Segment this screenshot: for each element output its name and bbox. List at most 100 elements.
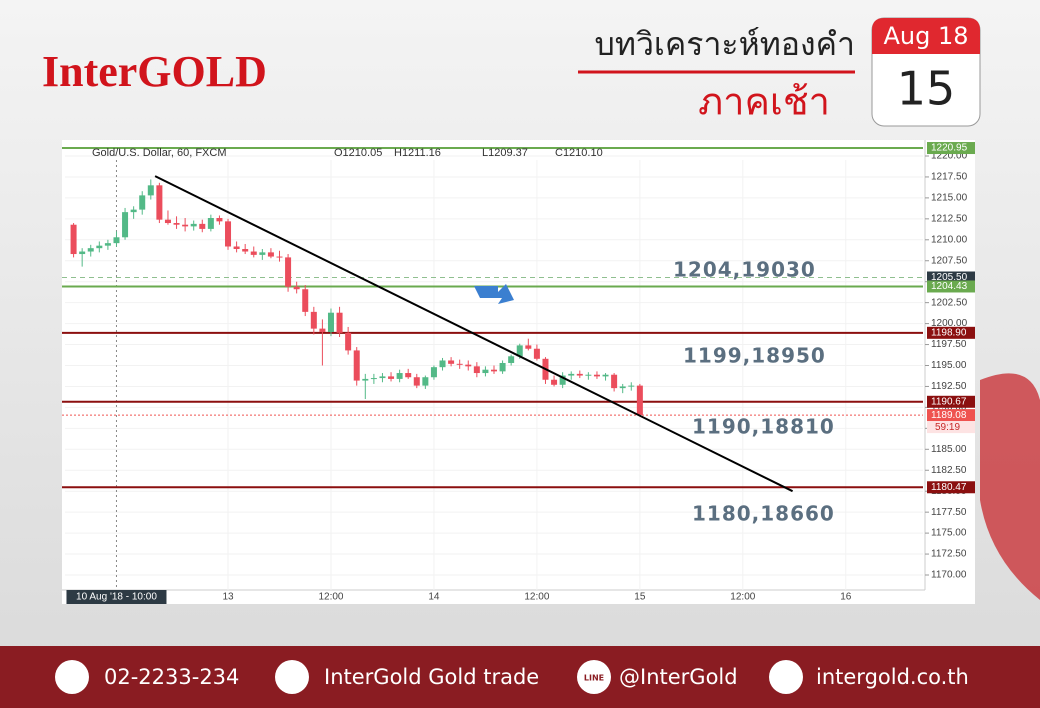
y-tick-label: 1220.00 <box>931 151 968 162</box>
candle-body <box>353 350 360 381</box>
candle-body <box>242 249 249 252</box>
web-icon <box>769 660 803 694</box>
candle-body <box>611 374 618 389</box>
candle-body <box>396 373 403 379</box>
candle-body <box>327 312 334 332</box>
price-tag <box>927 409 975 422</box>
candle-body <box>430 367 437 378</box>
candle-body <box>585 374 592 376</box>
level-annotation: 1180,18660 <box>692 502 835 526</box>
candle-body <box>482 369 489 374</box>
candle-body <box>533 348 540 359</box>
line-badge: LINE <box>584 674 604 683</box>
level-annotation: 1190,18810 <box>692 415 835 439</box>
price-tag-label: 1204.43 <box>931 281 968 292</box>
y-tick-label: 1182.50 <box>931 465 967 476</box>
trend-line <box>154 175 794 493</box>
candle-body <box>310 311 317 329</box>
price-tag-label: 1189.08 <box>931 410 967 421</box>
y-tick-label: 1185.00 <box>931 444 967 455</box>
chart-title: Gold/U.S. Dollar, 60, FXCM <box>92 147 227 159</box>
x-tick-label: 10 Aug '18 - 10:00 <box>76 592 157 603</box>
y-tick-label: 1175.00 <box>931 528 967 539</box>
candle-body <box>576 373 583 376</box>
candle-body <box>439 360 446 368</box>
candle-body <box>568 373 575 376</box>
candle-body <box>490 369 498 372</box>
y-tick-label: 1200.00 <box>931 318 968 329</box>
legend-high: H1211.16 <box>394 147 441 159</box>
y-tick-label: 1207.50 <box>931 255 968 266</box>
candle-body <box>139 195 146 210</box>
candle-body <box>199 223 206 229</box>
x-tick-label: 12:00 <box>524 592 549 603</box>
candle-body <box>104 243 111 246</box>
subtitle: ภาคเช้า <box>698 80 830 124</box>
candle-body <box>285 257 292 287</box>
legend-open: O1210.05 <box>334 147 382 159</box>
candle-body <box>250 251 257 255</box>
phone-icon <box>55 660 89 694</box>
level-annotation: 1204,19030 <box>673 258 816 282</box>
calendar-month: Aug 18 <box>883 22 968 50</box>
y-tick-label: 1215.00 <box>931 193 968 204</box>
countdown: 59:19 <box>935 422 960 433</box>
candle-body <box>405 373 412 378</box>
calendar-top <box>872 18 980 54</box>
candle-body <box>259 252 266 255</box>
candle-body <box>122 212 129 238</box>
candle-body <box>465 364 472 367</box>
candle-body <box>233 246 240 250</box>
price-tag-label: 1180.47 <box>931 482 967 493</box>
candle-body <box>293 286 300 290</box>
candle-body <box>319 328 326 332</box>
price-tag <box>927 481 975 494</box>
x-tick-label: 15 <box>634 592 646 603</box>
x-tick-label: 12:00 <box>730 592 755 603</box>
candle-body <box>96 245 103 249</box>
candle-body <box>473 366 480 374</box>
price-tag <box>927 326 975 339</box>
y-tick-label: 1197.50 <box>931 339 967 350</box>
globe-decoration <box>980 373 1040 600</box>
title: บทวิเคราะห์ทองคำ <box>595 25 855 63</box>
y-tick-label: 1177.50 <box>931 507 967 518</box>
price-tag <box>927 142 975 155</box>
candle-body <box>130 209 137 213</box>
candle-body <box>379 376 386 379</box>
chart-panel <box>62 140 975 604</box>
x-tick-label: 16 <box>840 592 852 603</box>
footer-phone: 02-2233-234 <box>104 665 239 689</box>
candle-body <box>70 224 77 255</box>
price-tag-label: 1190.67 <box>931 396 967 407</box>
candle-body <box>388 376 395 379</box>
y-tick-label: 1192.50 <box>931 381 967 392</box>
footer-band <box>0 646 1040 708</box>
candle-body <box>147 185 154 196</box>
candle-body <box>156 185 163 220</box>
candle-body <box>636 385 643 415</box>
candle-body <box>362 378 369 381</box>
price-tag <box>927 280 975 293</box>
candle-body <box>499 362 506 372</box>
footer-website: intergold.co.th <box>816 665 969 689</box>
candle-body <box>345 332 352 351</box>
calendar-day: 15 <box>897 62 956 116</box>
price-tag-label: 1205.50 <box>931 272 968 283</box>
y-tick-label: 1202.50 <box>931 297 968 308</box>
price-tag-label: 1198.90 <box>931 327 967 338</box>
facebook-icon <box>275 660 309 694</box>
y-tick-label: 1210.00 <box>931 234 968 245</box>
candle-body <box>336 312 343 333</box>
x-tick-box <box>66 590 167 604</box>
candle-body <box>628 385 635 387</box>
legend-close: C1210.10 <box>555 147 603 159</box>
price-tag <box>927 395 975 408</box>
candle-body <box>370 378 377 380</box>
y-tick-label: 1172.50 <box>931 549 967 560</box>
candle-body <box>551 379 558 385</box>
candle-body <box>448 360 455 364</box>
candle-body <box>267 252 274 257</box>
candle-body <box>619 386 626 389</box>
